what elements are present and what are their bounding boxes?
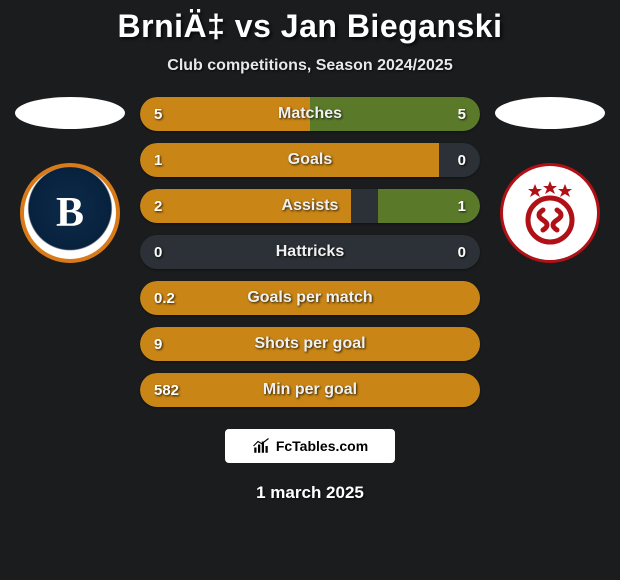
page-title: BrniÄ‡ vs Jan Bieganski: [0, 8, 620, 45]
subtitle: Club competitions, Season 2024/2025: [0, 57, 620, 75]
right-country-flag: [495, 97, 605, 129]
stat-value-left: 5: [140, 106, 200, 123]
stat-value-right: 1: [420, 198, 480, 215]
stat-label: Matches: [200, 105, 420, 123]
stat-row: 1Goals0: [140, 143, 480, 177]
stat-value-left: 9: [140, 336, 200, 353]
stat-row: 582Min per goal: [140, 373, 480, 407]
stat-label: Shots per goal: [200, 335, 420, 353]
date-label: 1 march 2025: [0, 483, 620, 503]
fctables-badge[interactable]: FcTables.com: [225, 429, 395, 463]
chart-icon: [252, 437, 270, 455]
left-country-flag: [15, 97, 125, 129]
stat-label: Goals: [200, 151, 420, 169]
right-club-logo: [500, 163, 600, 263]
stat-label: Hattricks: [200, 243, 420, 261]
stat-label: Goals per match: [200, 289, 420, 307]
stat-value-left: 1: [140, 152, 200, 169]
main-row: 5Matches51Goals02Assists10Hattricks00.2G…: [0, 97, 620, 407]
fctables-label: FcTables.com: [276, 438, 368, 454]
stat-value-right: 5: [420, 106, 480, 123]
stat-label: Min per goal: [200, 381, 420, 399]
stats-column: 5Matches51Goals02Assists10Hattricks00.2G…: [130, 97, 490, 407]
stat-value-left: 0: [140, 244, 200, 261]
stat-label: Assists: [200, 197, 420, 215]
comparison-widget: BrniÄ‡ vs Jan Bieganski Club competition…: [0, 0, 620, 503]
stat-row: 2Assists1: [140, 189, 480, 223]
stat-row: 9Shots per goal: [140, 327, 480, 361]
stat-value-left: 582: [140, 382, 200, 399]
stat-row: 5Matches5: [140, 97, 480, 131]
stat-value-right: 0: [420, 244, 480, 261]
sivasspor-icon: [515, 178, 585, 248]
stat-value-left: 2: [140, 198, 200, 215]
left-team-column: [10, 97, 130, 263]
stat-value-right: 0: [420, 152, 480, 169]
right-team-column: [490, 97, 610, 263]
stat-value-left: 0.2: [140, 290, 200, 307]
stat-row: 0.2Goals per match: [140, 281, 480, 315]
left-club-logo: [20, 163, 120, 263]
stat-row: 0Hattricks0: [140, 235, 480, 269]
